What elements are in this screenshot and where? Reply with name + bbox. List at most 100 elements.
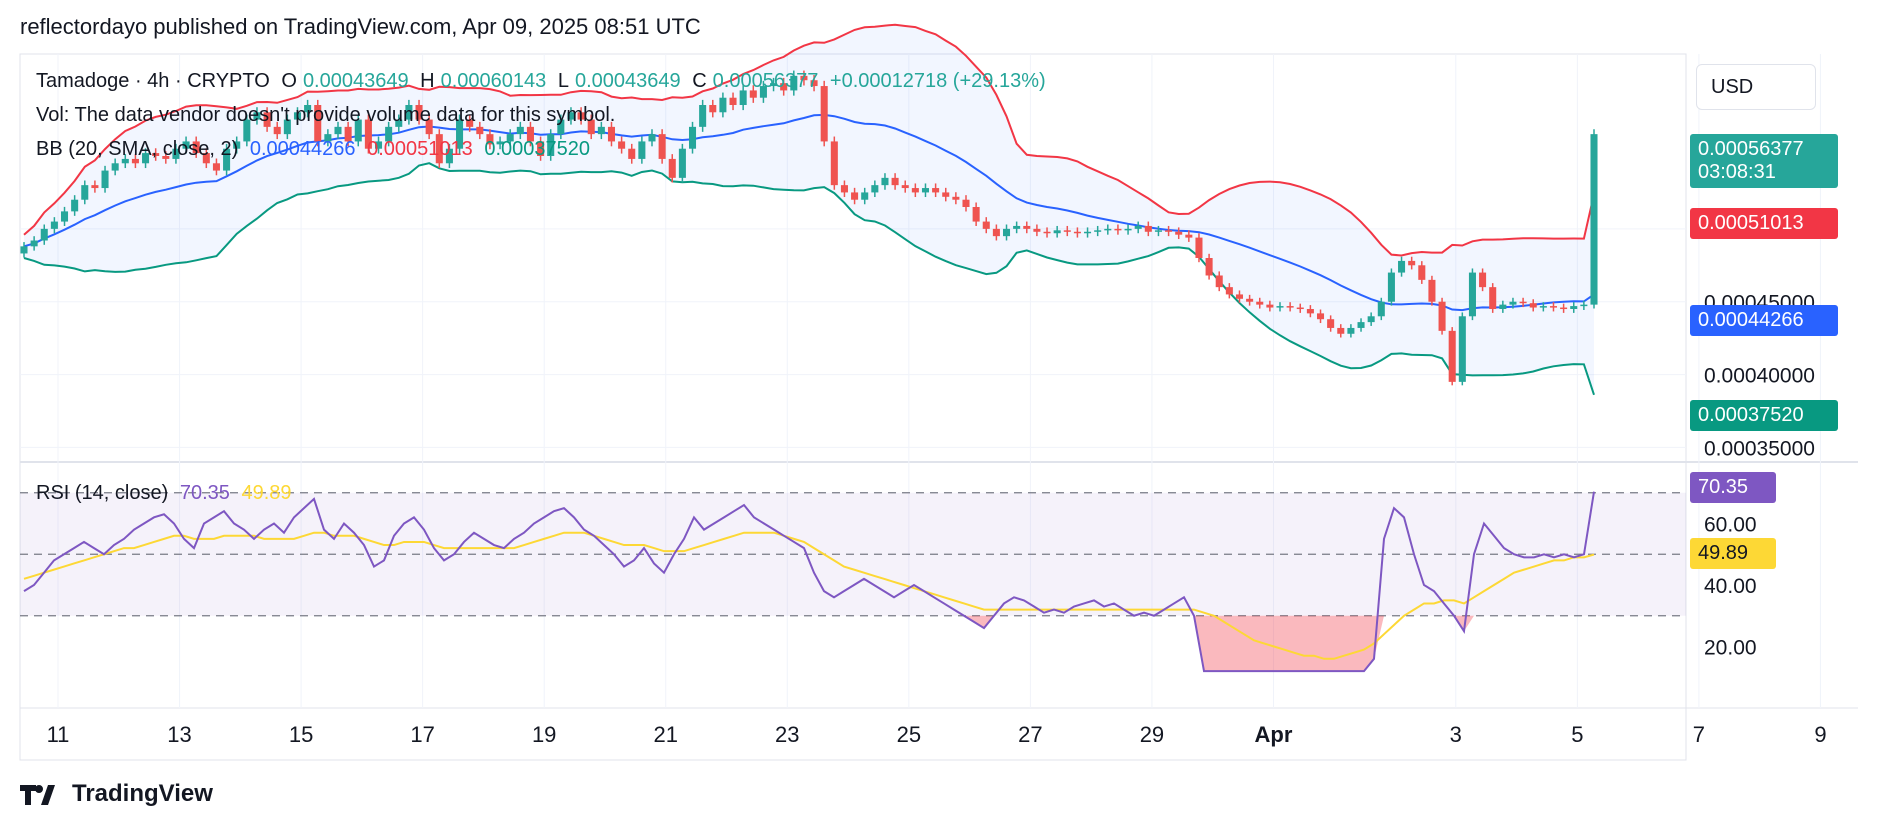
currency-button[interactable]: USD	[1696, 64, 1816, 110]
chart-svg[interactable]: 11 13 15 17 19 21 23 25 27 29 Apr 3 5 7 9 0.00035000 0.0…	[0, 0, 1878, 770]
candle-body	[739, 90, 747, 105]
candle-body	[759, 86, 767, 98]
rsi-oversold-fill	[1304, 615, 1314, 672]
candle-body	[648, 134, 656, 142]
candle-body	[597, 126, 605, 135]
legend-symbol[interactable]: Tamadoge · 4h · CRYPTO	[36, 70, 270, 92]
candle-body	[1590, 134, 1598, 305]
candle-body	[1144, 225, 1152, 232]
rsi-oversold-fill	[1264, 615, 1274, 672]
candle-body	[921, 188, 930, 193]
candle-body	[456, 119, 464, 149]
candle-body	[1235, 294, 1244, 299]
candle-body	[172, 148, 180, 159]
candle-body	[537, 141, 545, 156]
rsi-oversold-fill	[1364, 615, 1374, 672]
candle-body	[526, 126, 534, 142]
candle-body	[435, 134, 443, 164]
candle-body	[688, 126, 697, 149]
candle-body	[253, 112, 261, 120]
candle-body	[770, 83, 778, 87]
legend-h-label: H	[420, 70, 435, 92]
legend-bb-row: BB (20, SMA, close, 2) 0.00044266 0.0005…	[36, 138, 596, 161]
candle-body	[790, 75, 798, 91]
candle-body	[780, 83, 788, 91]
candle-body	[1215, 275, 1223, 288]
candle-body	[50, 221, 58, 229]
rsi-oversold-fill	[1344, 615, 1354, 672]
candle-body	[618, 141, 626, 149]
candle-body	[1479, 272, 1487, 288]
candle-body	[810, 80, 818, 87]
candle-body	[476, 126, 484, 135]
candle-body	[243, 119, 251, 142]
candle-body	[182, 141, 190, 149]
legend-ohlc-row: Tamadoge · 4h · CRYPTO O 0.00043649 H 0.00…	[36, 70, 1052, 93]
candle-body	[1377, 301, 1385, 317]
candle-body	[60, 211, 69, 222]
bb-lower-label: 0.00037520	[1690, 400, 1838, 431]
x-tick-label: 9	[1814, 722, 1826, 747]
candle-body	[699, 105, 707, 127]
candle-body	[223, 148, 231, 171]
legend-vol: Vol: The data vendor doesn't provide vol…	[36, 104, 616, 126]
candle-body	[557, 119, 565, 135]
candle-body	[81, 185, 89, 200]
x-tick-label: 5	[1571, 722, 1583, 747]
candle-body	[1519, 301, 1527, 304]
candle-body	[40, 228, 48, 241]
candle-body	[891, 177, 899, 186]
candle-body	[1165, 230, 1173, 232]
candle-body	[91, 185, 99, 189]
candle-body	[496, 141, 504, 145]
candle-body	[1489, 287, 1497, 309]
bb-basis-label: 0.00044266	[1690, 305, 1838, 336]
candle-body	[293, 112, 302, 120]
x-tick-label: 21	[653, 722, 677, 747]
legend-bb-label[interactable]: BB (20, SMA, close, 2)	[36, 138, 239, 160]
candle-body	[1205, 258, 1213, 276]
candle-body	[1002, 228, 1011, 237]
candle-body	[1499, 304, 1507, 309]
candle-body	[1104, 228, 1112, 231]
candle-body	[1529, 303, 1537, 308]
rsi-oversold-fill	[1244, 615, 1254, 672]
x-tick-label: Apr	[1255, 722, 1293, 747]
bb-lower-line	[23, 162, 1595, 396]
legend-h-value: 0.00060143	[440, 70, 547, 92]
tradingview-brand[interactable]: TradingView	[20, 780, 213, 808]
legend-rsi-label[interactable]: RSI (14, close)	[36, 482, 169, 504]
legend-bb-basis: 0.00044266	[249, 138, 356, 160]
tradingview-brand-label: TradingView	[72, 780, 213, 807]
candle-body	[1438, 301, 1446, 331]
candle-body	[1134, 225, 1142, 229]
x-tick-label: 7	[1693, 722, 1705, 747]
candle-body	[1327, 319, 1335, 328]
bb-basis-line	[23, 113, 1595, 312]
candle-body	[101, 170, 109, 189]
candle-body	[506, 134, 514, 142]
candle-body	[1539, 306, 1547, 308]
candle-body	[1570, 306, 1578, 309]
x-tick-label: 13	[167, 722, 191, 747]
candle-body	[942, 192, 950, 197]
candle-body	[1408, 260, 1416, 266]
x-tick-label: 15	[289, 722, 313, 747]
candle-body	[1448, 330, 1456, 382]
candle-body	[729, 97, 737, 105]
legend-change: +0.00012718 (+29.13%)	[829, 70, 1046, 92]
candle-body	[71, 199, 79, 212]
candle-body	[1073, 231, 1081, 234]
candle-body	[30, 240, 38, 247]
candle-body	[162, 156, 170, 159]
candle-body	[1418, 265, 1426, 280]
candle-body	[131, 158, 139, 164]
x-tick-label: 19	[532, 722, 556, 747]
candle-body	[334, 126, 342, 135]
candle-body	[1256, 301, 1264, 305]
candle-body	[1286, 306, 1294, 308]
legend-rsi-value: 70.35	[179, 482, 230, 504]
candle-body	[871, 185, 879, 193]
candle-body	[1043, 231, 1051, 234]
candle-body	[1296, 307, 1304, 310]
